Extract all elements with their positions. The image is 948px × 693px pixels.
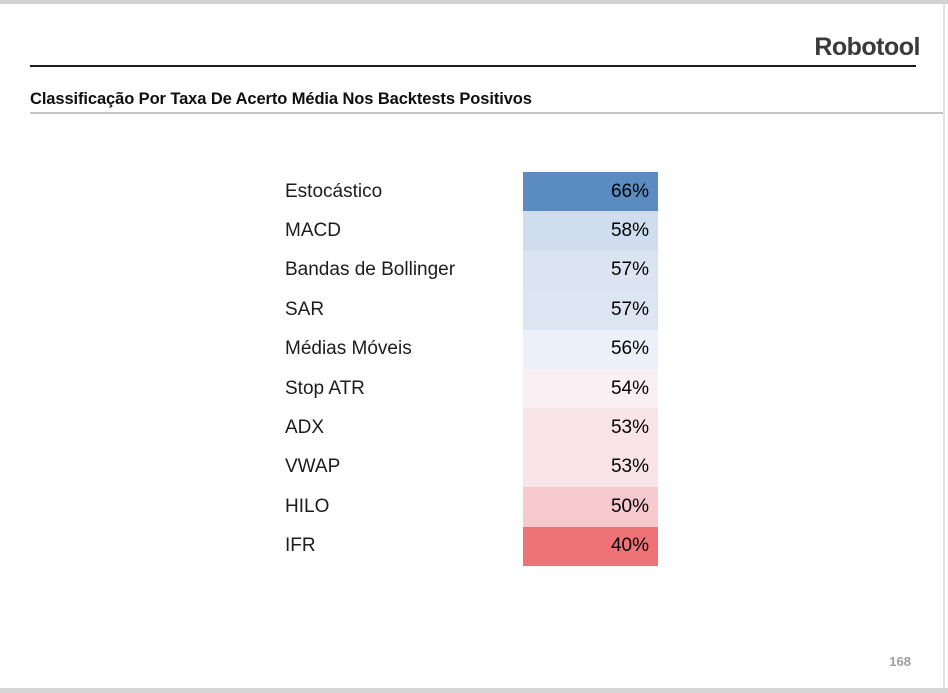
viewer-bottom-bar xyxy=(0,688,948,693)
indicator-label: Bandas de Bollinger xyxy=(285,259,456,281)
table-row: Bandas de Bollinger 57% xyxy=(285,250,658,291)
value-cell: 50% xyxy=(523,487,658,527)
page-right-edge xyxy=(943,4,945,688)
indicator-label: ADX xyxy=(285,417,325,439)
indicator-label: VWAP xyxy=(285,456,341,478)
indicator-label: MACD xyxy=(285,220,341,242)
value-cell: 53% xyxy=(523,447,658,488)
table-row: VWAP 53% xyxy=(285,447,658,488)
table-row: ADX 53% xyxy=(285,408,658,448)
value-cell: 66% xyxy=(523,172,658,212)
indicator-label: Estocástico xyxy=(285,180,383,202)
value-cell: 58% xyxy=(523,211,658,251)
indicator-label: HILO xyxy=(285,495,330,517)
value-cell: 57% xyxy=(523,250,658,291)
table-row: Estocástico 66% xyxy=(285,172,658,212)
viewer-top-bar xyxy=(0,0,948,4)
indicator-label: SAR xyxy=(285,298,325,320)
table-row: SAR 57% xyxy=(285,290,658,330)
table-row: Médias Móveis 56% xyxy=(285,329,658,369)
table-row: HILO 50% xyxy=(285,487,658,527)
value-cell: 56% xyxy=(523,329,658,369)
indicator-label: Stop ATR xyxy=(285,377,365,399)
brand-logo: Robotool xyxy=(814,33,920,61)
table-row: Stop ATR 54% xyxy=(285,368,658,409)
page-title: Classificação Por Taxa De Acerto Média N… xyxy=(30,90,532,108)
header-divider xyxy=(30,65,916,67)
value-cell: 40% xyxy=(523,526,658,566)
value-cell: 54% xyxy=(523,368,658,409)
table-row: MACD 58% xyxy=(285,211,658,251)
hit-rate-ranking-table: Estocástico 66% MACD 58% Bandas de Bolli… xyxy=(285,172,658,566)
indicator-label: IFR xyxy=(285,535,316,557)
value-cell: 53% xyxy=(523,408,658,448)
indicator-label: Médias Móveis xyxy=(285,338,412,360)
page-number: 168 xyxy=(889,654,911,669)
value-cell: 57% xyxy=(523,290,658,330)
table-row: IFR 40% xyxy=(285,526,658,566)
title-divider xyxy=(30,112,945,114)
